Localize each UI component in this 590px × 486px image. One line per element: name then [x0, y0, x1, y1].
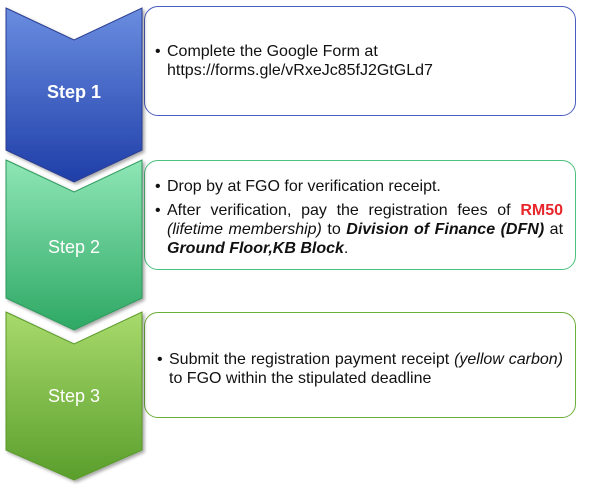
step-1-bullet: Complete the Google Form at https://form…	[155, 42, 563, 80]
step-3-box: Submit the registration payment receipt …	[144, 312, 576, 418]
step-2-label: Step 2	[47, 237, 101, 257]
step-2-arrow	[5, 159, 143, 331]
step-3-arrow	[5, 311, 143, 481]
step-1-label: Step 1	[46, 82, 102, 102]
step-2-bullet-1: Drop by at FGO for verification receipt.	[155, 177, 563, 196]
step-2-text-2e: at	[544, 221, 564, 238]
step-3-bullet: Submit the registration payment receipt …	[157, 350, 563, 388]
fee-amount: RM50	[520, 202, 563, 219]
step-1-box: Complete the Google Form at https://form…	[144, 6, 576, 116]
step-2-text-2c: to	[321, 221, 347, 238]
step-2-text-2g: .	[343, 240, 349, 257]
step-2-text-2a: After verification, pay the registration…	[167, 202, 521, 219]
step-1-arrow	[5, 7, 143, 183]
location-name: Ground Floor,KB Block	[167, 240, 344, 257]
step-2-text-1: Drop by at FGO for verification receipt.	[167, 178, 441, 195]
step-2-bullet-2: After verification, pay the registration…	[155, 201, 563, 258]
step-3-text-c: to FGO within the stipulated deadline	[169, 370, 432, 387]
google-form-link[interactable]: https://forms.gle/vRxeJc85fJ2GtGLd7	[167, 62, 433, 79]
step-3-text-a: Submit the registration payment receipt	[169, 351, 455, 368]
membership-note: (lifetime membership)	[167, 221, 322, 238]
step-2-box: Drop by at FGO for verification receipt.…	[144, 160, 576, 270]
division-name: Division of Finance (DFN)	[346, 221, 545, 238]
step-3-label: Step 3	[47, 386, 101, 406]
step-1-text: Complete the Google Form at	[167, 43, 378, 60]
receipt-type: (yellow carbon)	[454, 351, 563, 368]
